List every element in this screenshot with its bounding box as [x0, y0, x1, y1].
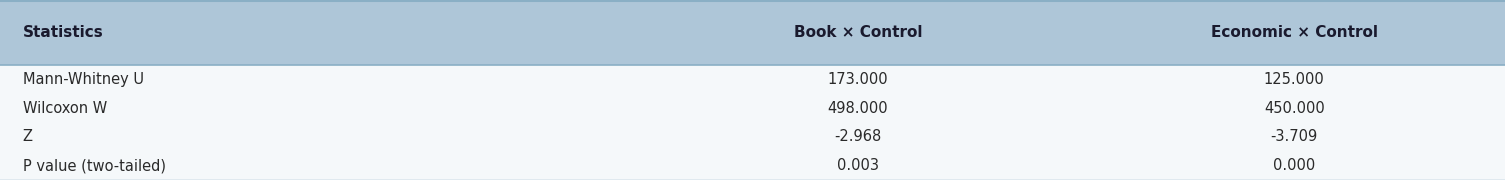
Text: Z: Z: [23, 129, 33, 144]
Text: -2.968: -2.968: [834, 129, 882, 144]
Text: 450.000: 450.000: [1264, 100, 1324, 116]
Text: -3.709: -3.709: [1270, 129, 1318, 144]
Text: 125.000: 125.000: [1264, 72, 1324, 87]
Text: Wilcoxon W: Wilcoxon W: [23, 100, 107, 116]
Text: Mann-Whitney U: Mann-Whitney U: [23, 72, 143, 87]
Text: 0.003: 0.003: [837, 158, 879, 173]
Text: Economic × Control: Economic × Control: [1212, 25, 1377, 40]
Text: Statistics: Statistics: [23, 25, 104, 40]
Text: P value (two-tailed): P value (two-tailed): [23, 158, 166, 173]
Bar: [0, 0, 1505, 65]
Text: 0.000: 0.000: [1273, 158, 1315, 173]
Text: 498.000: 498.000: [828, 100, 888, 116]
Text: Book × Control: Book × Control: [793, 25, 923, 40]
Text: 173.000: 173.000: [828, 72, 888, 87]
